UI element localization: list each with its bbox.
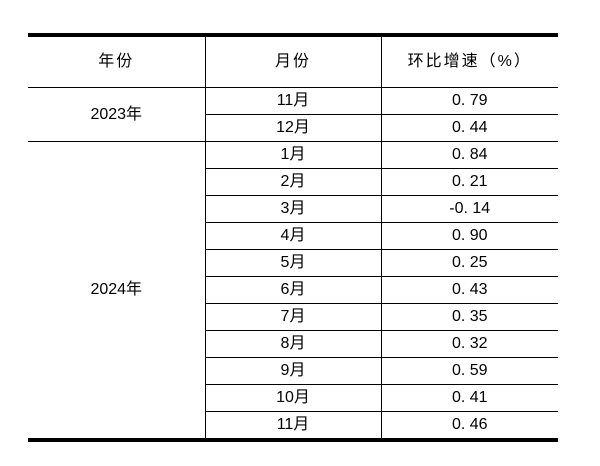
- growth-value-cell: 0. 35: [380, 303, 558, 331]
- col-header-month: 月份: [204, 34, 382, 88]
- growth-value-cell: -0. 14: [380, 195, 558, 223]
- month-cell: 7月: [204, 303, 382, 331]
- month-cell: 10月: [204, 384, 382, 412]
- month-cell: 11月: [204, 87, 382, 115]
- month-cell: 8月: [204, 330, 382, 358]
- table-row: 9月 0. 59: [28, 357, 558, 385]
- growth-value-cell: 0. 25: [380, 249, 558, 277]
- table-row: 7月 0. 35: [28, 303, 558, 331]
- growth-value-cell: 0. 21: [380, 168, 558, 196]
- table-row: 4月 0. 90: [28, 222, 558, 250]
- month-cell: 5月: [204, 249, 382, 277]
- growth-value-cell: 0. 44: [380, 114, 558, 142]
- table-row: 2024年 1月 0. 84: [28, 141, 558, 441]
- month-cell: 11月: [204, 411, 382, 441]
- month-cell: 3月: [204, 195, 382, 223]
- growth-value-cell: 0. 43: [380, 276, 558, 304]
- year-cell-2024: 2024年: [28, 141, 206, 441]
- growth-value-cell: 0. 32: [380, 330, 558, 358]
- month-cell: 1月: [204, 141, 382, 169]
- month-cell: 2月: [204, 168, 382, 196]
- table-row: 10月 0. 41: [28, 384, 558, 412]
- month-cell: 9月: [204, 357, 382, 385]
- table-row: 8月 0. 32: [28, 330, 558, 358]
- month-cell: 12月: [204, 114, 382, 142]
- growth-value-cell: 0. 79: [380, 87, 558, 115]
- table-header-row: 年份 月份 环比增速（%）: [28, 34, 558, 88]
- col-header-year: 年份: [28, 34, 206, 88]
- table-row: 2023年 11月 0. 79: [28, 87, 558, 142]
- growth-rate-table: 年份 月份 环比增速（%） 2023年 11月 0. 79 12月 0. 44 …: [28, 33, 558, 442]
- month-cell: 4月: [204, 222, 382, 250]
- year-cell-2023: 2023年: [28, 87, 206, 142]
- growth-value-cell: 0. 59: [380, 357, 558, 385]
- month-cell: 6月: [204, 276, 382, 304]
- table-row: 3月 -0. 14: [28, 195, 558, 223]
- table-row: 11月 0. 46: [28, 411, 558, 441]
- growth-value-cell: 0. 90: [380, 222, 558, 250]
- table-row: 5月 0. 25: [28, 249, 558, 277]
- col-header-growth: 环比增速（%）: [380, 34, 558, 88]
- growth-value-cell: 0. 41: [380, 384, 558, 412]
- growth-value-cell: 0. 84: [380, 141, 558, 169]
- table-row: 12月 0. 44: [28, 114, 558, 142]
- growth-value-cell: 0. 46: [380, 411, 558, 441]
